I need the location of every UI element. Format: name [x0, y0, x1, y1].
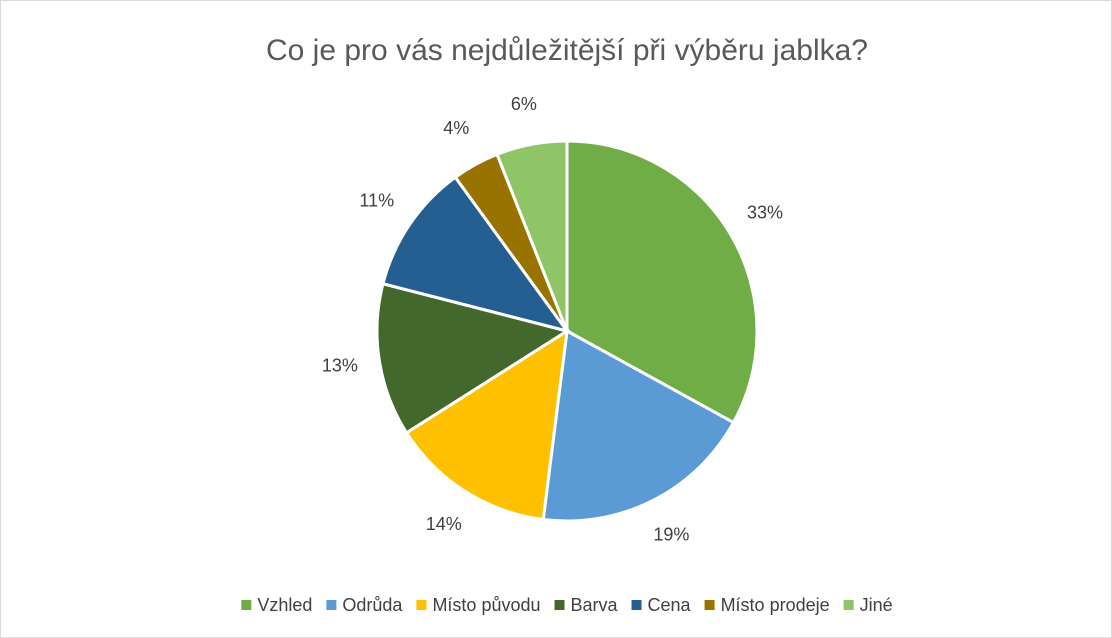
data-label: 33%	[747, 203, 783, 223]
legend-label: Barva	[571, 595, 619, 615]
legend-label: Místo původu	[432, 595, 540, 615]
legend-label: Jiné	[860, 595, 893, 615]
legend-swatch	[326, 600, 337, 610]
pie-slice	[495, 139, 569, 332]
pie-slice	[541, 328, 736, 523]
legend-swatch	[843, 600, 854, 610]
data-label: 11%	[359, 190, 394, 210]
legend-swatch	[704, 600, 715, 610]
data-label: 4%	[443, 118, 469, 138]
legend-swatch	[241, 600, 252, 610]
legend-swatch	[554, 600, 565, 610]
data-label: 14%	[426, 514, 462, 534]
legend-swatch	[631, 600, 642, 610]
pie-slice	[375, 281, 571, 435]
legend-label: Místo prodeje	[721, 595, 830, 615]
legend-label: Vzhled	[257, 595, 312, 615]
data-label: 19%	[653, 525, 689, 545]
legend-label: Cena	[648, 595, 692, 615]
chart-title: Co je pro vás nejdůležitější při výběru …	[266, 34, 868, 67]
pie-slice	[565, 139, 759, 425]
legend-swatch	[416, 600, 427, 610]
data-label: 6%	[511, 94, 537, 114]
pie-slice	[404, 328, 569, 522]
data-label: 13%	[322, 356, 358, 376]
pie-slice	[381, 175, 571, 334]
legend-label: Odrůda	[342, 595, 403, 615]
